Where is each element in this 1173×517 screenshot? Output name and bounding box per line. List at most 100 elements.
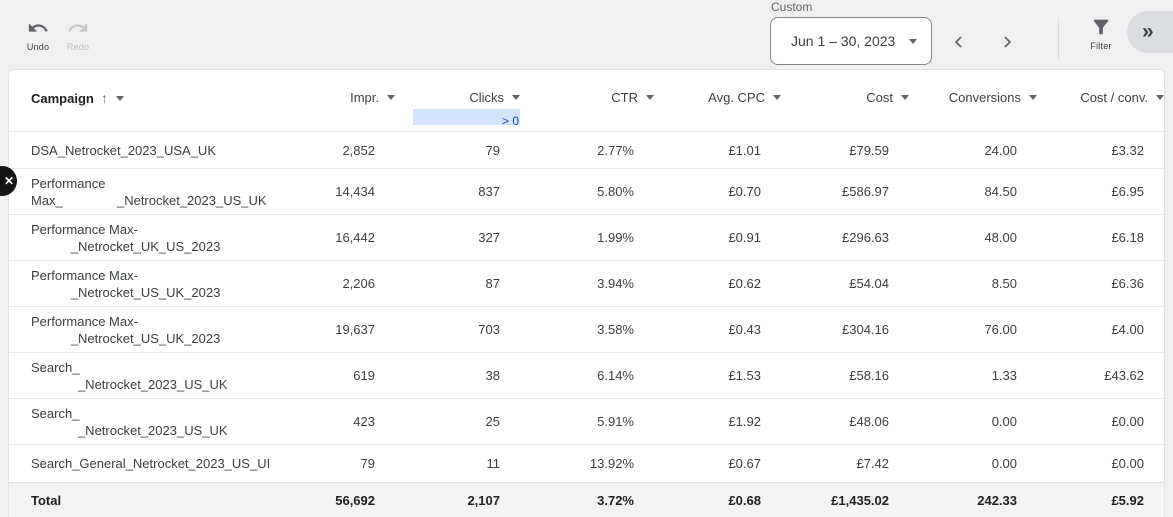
table-row: Search_ _Netrocket_2023_US_UK 619 38 6.1… (9, 352, 1164, 398)
chevron-down-icon (387, 95, 395, 104)
campaign-name-link[interactable]: Search_General_Netrocket_2023_US_UI (31, 456, 271, 471)
date-range-value: Jun 1 – 30, 2023 (791, 33, 896, 49)
table-row: Performance Max- _Netrocket_US_UK_2023 2… (9, 260, 1164, 306)
total-cost: £1,435.02 (831, 493, 889, 508)
chevron-down-icon (115, 95, 124, 105)
date-range-selector[interactable]: Jun 1 – 30, 2023 (770, 17, 932, 65)
avg-cpc-value: £0.43 (728, 322, 761, 337)
chevron-down-icon (773, 95, 781, 104)
chevron-down-icon (909, 38, 917, 48)
cost-per-conv-value: £3.32 (1111, 142, 1144, 158)
next-period-button[interactable] (991, 26, 1023, 58)
impr-value: 16,442 (335, 230, 375, 245)
cost-value: £48.06 (849, 414, 889, 429)
ctr-value: 1.99% (597, 230, 634, 245)
campaign-name-link[interactable]: Performance Max- _Netrocket_UK_US_2023 (31, 221, 221, 254)
cost-value: £296.63 (842, 230, 889, 245)
column-header-clicks[interactable]: Clicks > 0 (395, 70, 520, 128)
table-row: Search_General_Netrocket_2023_US_UI 79 1… (9, 444, 1164, 482)
conversions-value: 0.00 (991, 456, 1017, 471)
campaign-name-link[interactable]: Performance Max- _Netrocket_US_UK_2023 (31, 267, 221, 300)
table-header-row: Campaign ↑ Impr. Clicks > 0 CTR Avg. CPC… (9, 70, 1164, 131)
impr-value: 2,852 (342, 142, 375, 158)
clicks-filter-chip[interactable]: > 0 (413, 109, 520, 128)
cost-per-conv-value: £6.95 (1111, 184, 1144, 199)
conversions-value: 48.00 (984, 230, 1017, 245)
column-header-ctr[interactable]: CTR (520, 70, 654, 105)
avg-cpc-value: £1.92 (728, 414, 761, 429)
column-header-campaign[interactable]: Campaign ↑ (9, 70, 307, 106)
avg-cpc-value: £0.70 (728, 184, 761, 199)
clicks-filter-value: > 0 (501, 114, 519, 128)
clicks-value: 79 (485, 142, 500, 158)
ctr-value: 13.92% (589, 456, 634, 471)
campaign-name-link[interactable]: Search_ _Netrocket_2023_US_UK (31, 405, 228, 438)
chevron-down-icon (901, 95, 909, 104)
campaign-name-link[interactable]: DSA_Netrocket_2023_USA_UK (31, 142, 216, 158)
total-clicks: 2,107 (467, 493, 500, 508)
cost-per-conv-value: £43.62 (1104, 368, 1144, 383)
conversions-value: 8.50 (991, 276, 1017, 291)
campaign-header-label: Campaign (31, 90, 94, 106)
column-header-cost[interactable]: Cost (781, 70, 909, 105)
undo-icon (27, 17, 49, 39)
avg-cpc-value: £0.67 (728, 456, 761, 471)
table-row: Search_ _Netrocket_2023_US_UK 423 25 5.9… (9, 398, 1164, 444)
conversions-value: 76.00 (984, 322, 1017, 337)
filter-button[interactable]: Filter (1085, 16, 1117, 51)
undo-button[interactable]: Undo (22, 17, 54, 52)
table-row: Performance Max_ _Netrocket_2023_US_UK 1… (9, 168, 1164, 214)
avg-cpc-value: £1.01 (728, 142, 761, 158)
campaign-name-link[interactable]: Performance Max- _Netrocket_US_UK_2023 (31, 313, 221, 346)
column-header-avg-cpc[interactable]: Avg. CPC (654, 70, 781, 105)
impr-value: 423 (353, 414, 375, 429)
chevron-down-icon (1029, 95, 1037, 104)
cost-per-conv-value: £0.00 (1111, 456, 1144, 471)
clicks-value: 11 (486, 456, 501, 471)
column-header-impressions[interactable]: Impr. (307, 70, 395, 105)
avg-cpc-value: £0.62 (728, 276, 761, 291)
chevron-down-icon (1156, 95, 1164, 104)
toolbar-divider (1058, 18, 1059, 60)
redo-button[interactable]: Redo (62, 17, 94, 52)
cost-per-conv-value: £6.18 (1111, 230, 1144, 245)
redo-label: Redo (66, 42, 90, 52)
total-label: Total (31, 493, 62, 508)
impr-value: 19,637 (335, 322, 375, 337)
impr-value: 2,206 (342, 276, 375, 291)
clicks-value: 38 (485, 368, 500, 383)
table-row: Performance Max- _Netrocket_UK_US_2023 1… (9, 214, 1164, 260)
conversions-value: 84.50 (984, 184, 1017, 199)
clicks-value: 25 (485, 414, 500, 429)
cost-per-conv-value: £0.00 (1111, 414, 1144, 429)
campaign-name-link[interactable]: Performance Max_ _Netrocket_2023_US_UK (31, 175, 267, 208)
ctr-value: 3.94% (597, 276, 634, 291)
close-icon: ✕ (3, 174, 15, 188)
cost-value: £304.16 (842, 322, 889, 337)
chevron-left-icon (949, 32, 969, 52)
clicks-value: 327 (478, 230, 500, 245)
campaign-name-link[interactable]: Search_ _Netrocket_2023_US_UK (31, 359, 228, 392)
cost-value: £58.16 (849, 368, 889, 383)
ctr-value: 6.14% (597, 368, 634, 383)
column-header-conversions[interactable]: Conversions (909, 70, 1037, 105)
filter-label: Filter (1090, 41, 1112, 51)
total-avg-cpc: £0.68 (728, 493, 761, 508)
impr-value: 79 (360, 456, 375, 471)
chevron-right-icon (997, 32, 1017, 52)
column-header-cost-per-conv[interactable]: Cost / conv. (1037, 70, 1164, 105)
total-conversions: 242.33 (977, 493, 1017, 508)
close-button[interactable]: ✕ (0, 166, 17, 196)
avg-cpc-value: £0.91 (728, 230, 761, 245)
ctr-value: 5.80% (597, 184, 634, 199)
table-row: DSA_Netrocket_2023_USA_UK 2,852 79 2.77%… (9, 131, 1164, 168)
expand-panel-button[interactable]: » (1127, 11, 1173, 53)
previous-period-button[interactable] (943, 26, 975, 58)
campaign-table: Campaign ↑ Impr. Clicks > 0 CTR Avg. CPC… (8, 69, 1165, 517)
total-row: Total 56,692 2,107 3.72% £0.68 £1,435.02… (9, 482, 1164, 517)
clicks-value: 837 (478, 184, 500, 199)
clicks-value: 703 (478, 322, 500, 337)
total-impr: 56,692 (335, 493, 375, 508)
cost-value: £79.59 (849, 142, 889, 158)
